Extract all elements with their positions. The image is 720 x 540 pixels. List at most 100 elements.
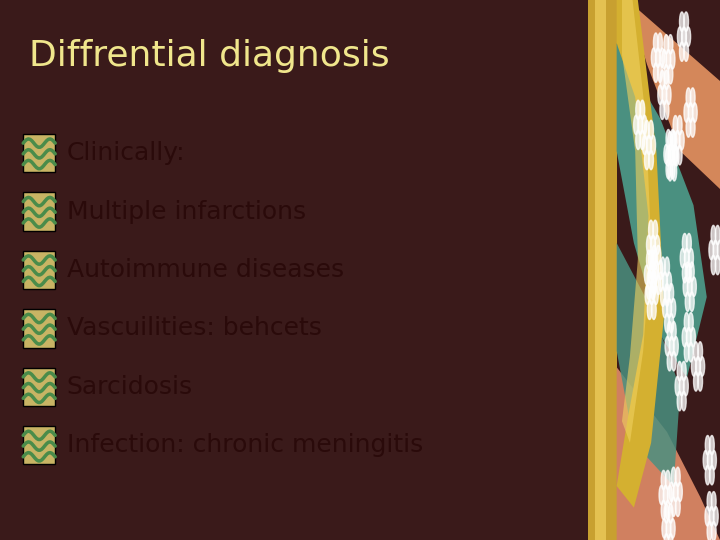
Circle shape <box>647 136 652 155</box>
Circle shape <box>681 392 686 411</box>
Circle shape <box>688 342 693 362</box>
Circle shape <box>665 284 670 303</box>
Circle shape <box>647 270 652 289</box>
Circle shape <box>682 327 687 347</box>
Circle shape <box>684 103 689 122</box>
Polygon shape <box>627 0 720 189</box>
Circle shape <box>711 491 716 511</box>
Circle shape <box>649 150 654 170</box>
Circle shape <box>666 50 671 69</box>
Circle shape <box>684 313 689 332</box>
Text: Multiple infarctions: Multiple infarctions <box>67 200 306 224</box>
Circle shape <box>660 257 665 276</box>
Circle shape <box>686 327 691 347</box>
Circle shape <box>707 450 712 470</box>
Circle shape <box>687 264 691 283</box>
Circle shape <box>686 118 691 137</box>
Circle shape <box>700 357 705 376</box>
Circle shape <box>673 116 678 135</box>
Circle shape <box>655 235 660 254</box>
Circle shape <box>667 161 672 181</box>
Circle shape <box>711 522 716 540</box>
Circle shape <box>690 262 694 281</box>
Circle shape <box>665 336 670 356</box>
Circle shape <box>683 277 688 296</box>
Polygon shape <box>616 367 720 540</box>
Circle shape <box>661 500 666 519</box>
FancyBboxPatch shape <box>23 368 55 406</box>
Circle shape <box>666 519 671 538</box>
Circle shape <box>665 500 670 519</box>
Circle shape <box>680 12 684 31</box>
Circle shape <box>711 225 716 245</box>
Polygon shape <box>616 243 680 486</box>
Circle shape <box>714 507 719 526</box>
Circle shape <box>682 27 686 46</box>
Circle shape <box>698 372 703 391</box>
Circle shape <box>711 255 716 275</box>
Circle shape <box>652 270 656 289</box>
Circle shape <box>644 120 649 140</box>
Circle shape <box>645 285 650 305</box>
Circle shape <box>690 327 696 347</box>
Circle shape <box>706 435 710 455</box>
Circle shape <box>705 507 710 526</box>
Circle shape <box>662 272 667 292</box>
Text: Vascuilities: behcets: Vascuilities: behcets <box>67 316 322 340</box>
Circle shape <box>647 235 652 254</box>
Circle shape <box>667 272 672 292</box>
Polygon shape <box>616 0 665 508</box>
Circle shape <box>669 284 674 303</box>
Circle shape <box>683 264 687 283</box>
Circle shape <box>690 292 694 312</box>
Circle shape <box>675 497 680 517</box>
Circle shape <box>642 115 647 134</box>
Circle shape <box>683 376 688 396</box>
Circle shape <box>662 299 667 318</box>
Circle shape <box>687 233 691 253</box>
Circle shape <box>670 159 675 179</box>
Circle shape <box>657 33 662 52</box>
Circle shape <box>664 504 669 523</box>
Circle shape <box>665 313 670 333</box>
Circle shape <box>675 131 680 150</box>
Circle shape <box>655 48 660 68</box>
Circle shape <box>684 342 689 362</box>
Circle shape <box>715 255 720 275</box>
Circle shape <box>670 336 674 356</box>
Circle shape <box>709 465 714 485</box>
Circle shape <box>686 27 690 46</box>
Circle shape <box>669 482 674 502</box>
Circle shape <box>672 132 677 151</box>
Circle shape <box>680 131 684 150</box>
Circle shape <box>709 240 714 260</box>
Bar <box>595 0 606 540</box>
Circle shape <box>662 519 667 538</box>
Circle shape <box>709 435 714 455</box>
Circle shape <box>634 115 639 134</box>
Circle shape <box>654 285 658 305</box>
Circle shape <box>649 260 654 280</box>
Circle shape <box>672 161 677 181</box>
Circle shape <box>673 145 678 165</box>
Circle shape <box>715 225 720 245</box>
Circle shape <box>651 235 655 254</box>
Circle shape <box>665 287 670 306</box>
Polygon shape <box>622 0 651 443</box>
Circle shape <box>664 70 669 90</box>
Circle shape <box>673 336 678 356</box>
Circle shape <box>666 85 671 105</box>
Circle shape <box>664 100 669 119</box>
Circle shape <box>671 299 676 318</box>
Circle shape <box>649 285 654 305</box>
Circle shape <box>658 272 663 292</box>
Circle shape <box>653 265 657 285</box>
Circle shape <box>649 220 653 240</box>
Circle shape <box>667 321 672 341</box>
Circle shape <box>644 265 649 285</box>
Circle shape <box>670 130 675 149</box>
Circle shape <box>686 88 691 107</box>
Circle shape <box>652 275 657 295</box>
Circle shape <box>658 260 663 280</box>
FancyBboxPatch shape <box>23 134 55 172</box>
